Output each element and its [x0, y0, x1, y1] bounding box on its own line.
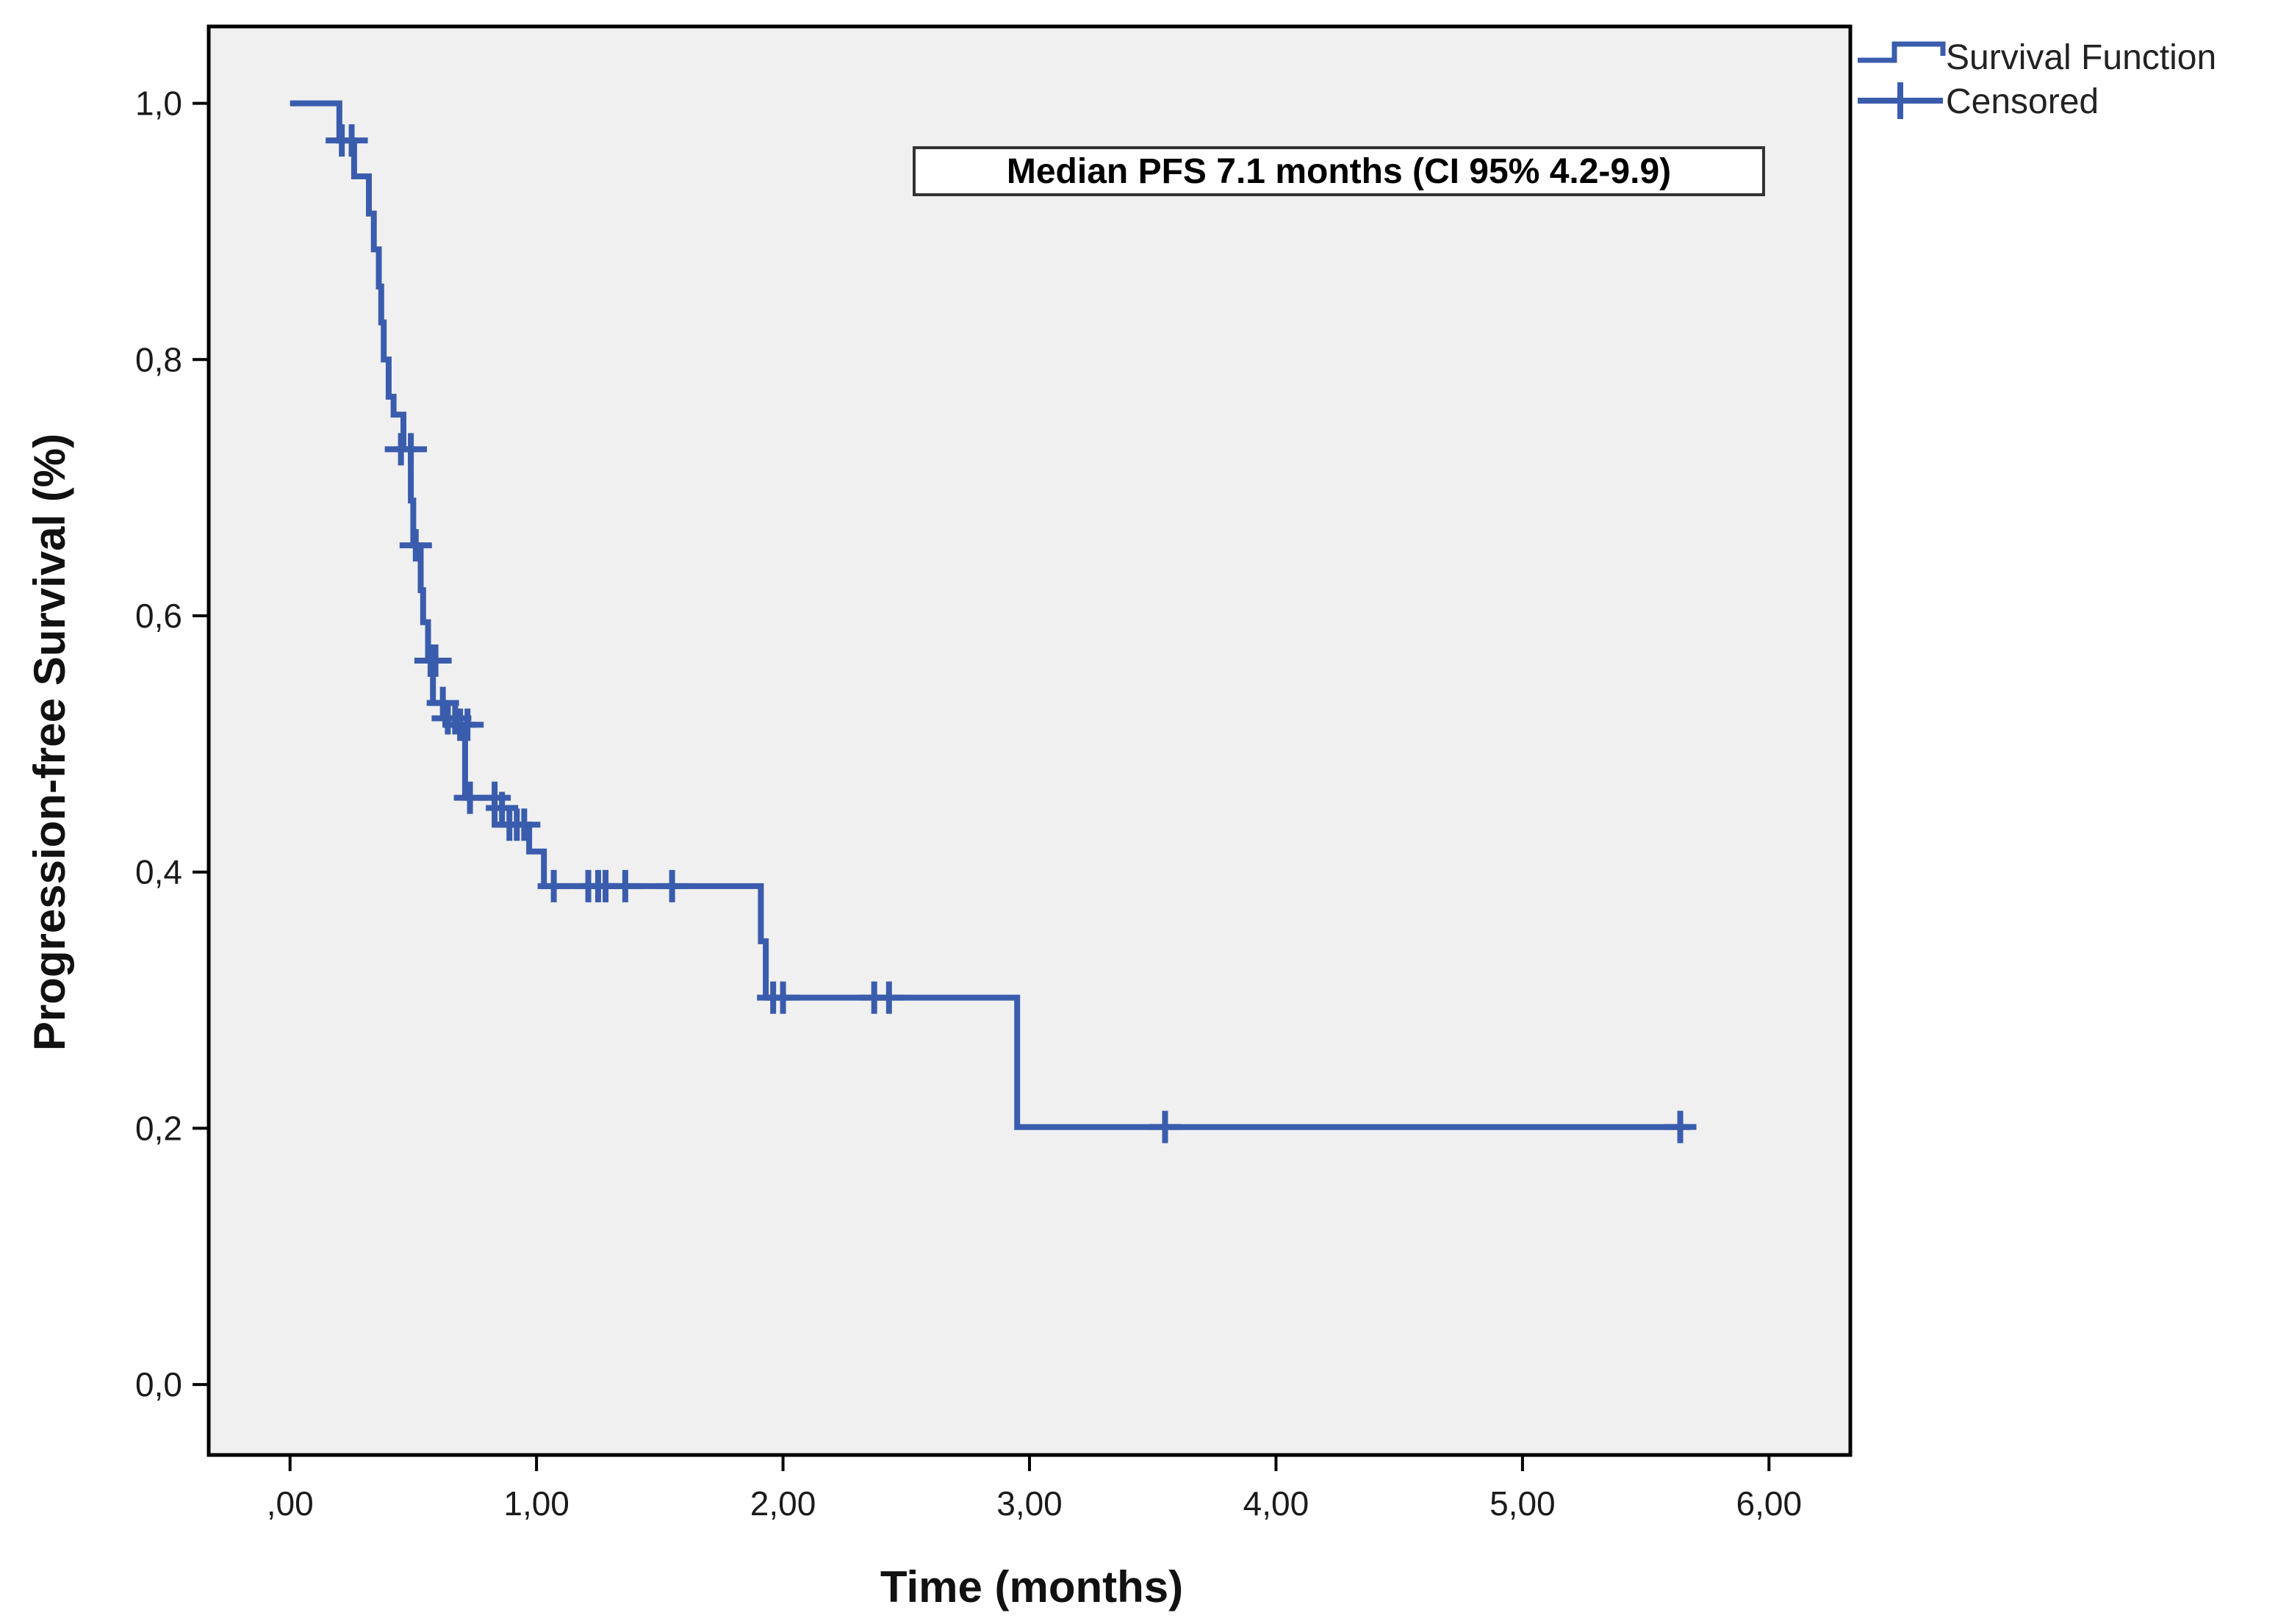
y-tick-label: 1,0 — [135, 85, 182, 123]
y-tick-label: 0,6 — [135, 597, 182, 635]
x-tick-label: 3,00 — [996, 1484, 1063, 1523]
censored-mark — [451, 708, 484, 741]
legend-step-symbol — [1858, 41, 1946, 63]
censored-mark — [335, 124, 368, 157]
y-tick-label: 0,2 — [135, 1109, 182, 1147]
y-tick-label: 0,0 — [135, 1365, 182, 1404]
annotation-box: Median PFS 7.1 months (CI 95% 4.2-9.9) — [913, 146, 1765, 196]
y-axis-title: Progression-free Survival (%) — [25, 434, 74, 1051]
censored-mark — [508, 808, 541, 841]
censored-mark — [419, 644, 452, 678]
censored-mark — [655, 869, 689, 902]
legend-label-survival: Survival Function — [1946, 38, 2216, 77]
censored-mark — [766, 981, 800, 1014]
x-tick-label: ,00 — [267, 1484, 314, 1523]
y-tick-label: 0,8 — [135, 340, 182, 378]
x-axis: ,00 1,00 2,00 3,00 4,00 5,00 6,00 — [267, 1455, 1802, 1523]
censored-mark — [872, 981, 905, 1014]
x-tick-label: 5,00 — [1490, 1484, 1556, 1523]
censored-mark — [395, 433, 428, 466]
x-tick-label: 2,00 — [750, 1484, 816, 1523]
censored-mark — [608, 869, 642, 902]
x-tick-label: 6,00 — [1736, 1484, 1803, 1523]
x-tick-label: 4,00 — [1243, 1484, 1309, 1523]
plot-area — [206, 24, 1853, 1457]
annotation-median-pfs: Median PFS 7.1 months (CI 95% 4.2-9.9) — [1007, 152, 1671, 191]
legend-label-censored: Censored — [1946, 82, 2099, 121]
x-axis-title: Time (months) — [880, 1562, 1183, 1612]
censored-mark — [1149, 1110, 1182, 1143]
censored-mark — [1664, 1110, 1697, 1143]
y-axis: 0,0 0,2 0,4 0,6 0,8 1,0 — [135, 85, 209, 1404]
legend-plus-symbol — [1858, 82, 1943, 119]
legend: Survival Function Censored — [1858, 38, 2216, 121]
annotation-frame — [913, 146, 1765, 196]
censored-mark — [399, 529, 432, 562]
censored-marks — [326, 124, 1697, 1143]
censored-mark — [486, 791, 519, 824]
censored-mark — [537, 869, 570, 902]
y-tick-label: 0,4 — [135, 853, 182, 891]
x-tick-label: 1,00 — [503, 1484, 570, 1523]
